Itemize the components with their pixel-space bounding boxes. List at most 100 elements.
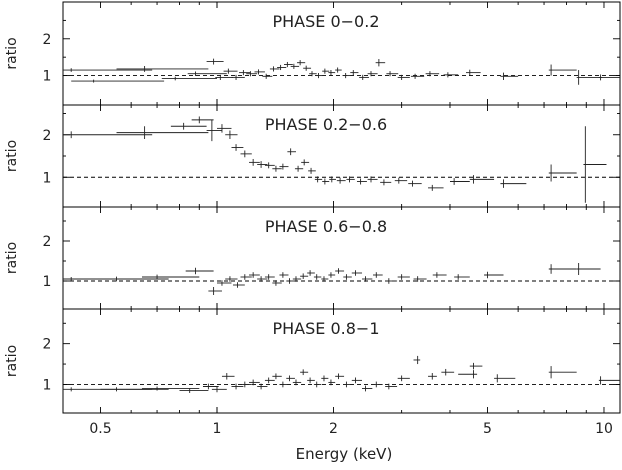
y-axis-label: ratio [4,242,20,274]
data-point [206,58,224,65]
y-tick-label: 2 [43,337,52,353]
data-point [249,379,260,386]
data-point [410,73,425,79]
panel-title: PHASE 0.2−0.6 [265,115,387,134]
x-axis-label: Energy (keV) [296,445,393,463]
y-tick-label: 1 [43,274,52,290]
data-point [300,369,309,376]
data-point [548,64,577,76]
data-point [231,74,245,80]
data-point [161,76,217,81]
data-point [394,177,408,184]
data-point [272,373,282,380]
data-point [367,71,378,77]
data-point [307,377,315,384]
data-point [246,71,258,77]
data-point [428,373,437,380]
y-tick-label: 1 [43,69,52,85]
data-point [303,65,312,71]
data-point [342,72,352,79]
data-point [397,274,410,280]
data-point [351,377,363,384]
data-point [576,70,603,85]
data-point [315,72,324,79]
data-point [286,278,295,284]
data-point [63,131,153,139]
data-point [441,368,455,376]
data-point [240,381,252,388]
data-point [185,267,214,275]
data-point [359,74,369,80]
data-point [286,375,295,382]
data-point [223,68,238,74]
data-point [548,164,577,182]
data-point [239,70,251,76]
data-point [211,386,227,393]
data-point [191,116,214,124]
data-point [284,61,293,68]
data-point [216,280,232,286]
panel-title: PHASE 0−0.2 [272,12,379,31]
data-point [362,385,373,392]
data-point [598,376,620,385]
data-point [216,124,232,133]
data-point [257,161,268,168]
x-tick-label: 2 [329,421,338,437]
data-point [314,176,323,183]
data-point [279,163,289,170]
data-point [221,373,235,380]
data-point [548,264,577,274]
data-point [466,69,481,76]
x-tick-label: 0.5 [89,421,111,437]
y-axis-label: ratio [4,345,20,377]
data-point [264,377,275,384]
data-point [428,184,444,191]
data-point [548,366,577,379]
data-point [335,268,345,274]
data-point [335,67,342,73]
y-tick-label: 2 [43,32,52,48]
data-point [454,274,470,280]
data-point [385,383,398,390]
data-point [449,178,470,185]
data-point [292,379,302,386]
data-point [494,374,516,383]
data-point [309,71,317,77]
data-point [215,74,234,80]
data-point [179,388,209,394]
data-point [372,381,383,388]
y-tick-label: 2 [43,128,52,144]
data-point [297,60,306,66]
data-point [231,383,244,390]
data-point [307,270,315,276]
data-point [425,71,440,77]
data-point [576,263,601,275]
data-point [301,159,310,166]
data-point [321,375,329,382]
panel-3: 1 2 ratio PHASE 0.6−0.8 [4,206,621,310]
data-point [170,122,207,130]
data-point [598,74,620,81]
data-point [329,176,336,183]
data-point [292,276,302,282]
data-point [313,274,322,280]
data-point [262,73,273,79]
data-point [413,355,421,365]
data-point [287,148,296,156]
data-point [385,278,398,284]
data-point [264,274,275,280]
data-point [458,370,478,379]
data-point [308,167,316,174]
data-point [257,276,268,282]
data-point [116,126,209,139]
data-point [254,69,265,75]
y-tick-label: 1 [43,170,52,186]
data-point [187,71,227,76]
panel-frame [62,308,621,414]
data-point [279,381,289,388]
data-point [335,373,345,380]
data-point [432,272,447,278]
